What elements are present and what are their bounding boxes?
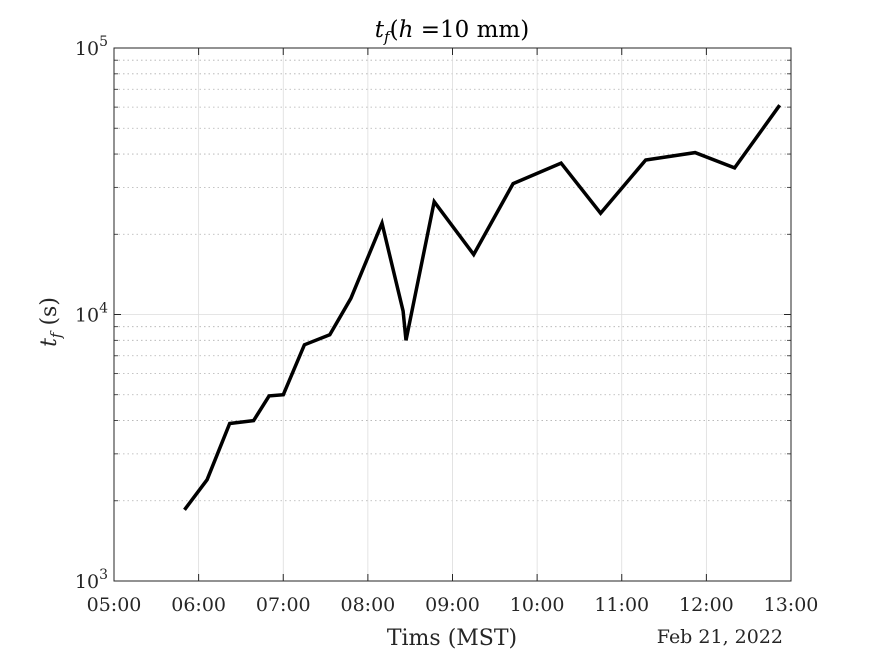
- series-line: [183, 104, 782, 511]
- series-layer: [183, 104, 782, 511]
- x-tick-label: 08:00: [340, 594, 395, 616]
- y-axis-label: tf (s): [37, 297, 65, 347]
- x-tick-labels: 05:00 06:00 07:00 08:00 09:00 10:00 11:00 12:00…: [87, 594, 819, 616]
- date-label: Feb 21, 2022: [657, 626, 783, 648]
- chart-title: tf(h =10 mm): [375, 17, 529, 46]
- x-tick-label: 11:00: [594, 594, 649, 616]
- x-tick-label: 10:00: [510, 594, 565, 616]
- x-tick-label: 12:00: [679, 594, 734, 616]
- x-tick-label: 06:00: [171, 594, 226, 616]
- y-tick-labels: 103 104 105: [75, 34, 108, 593]
- y-tick-label: 103: [75, 567, 108, 593]
- x-tick-label: 09:00: [425, 594, 480, 616]
- x-axis-label: Tims (MST): [387, 626, 517, 651]
- x-tick-label: 07:00: [256, 594, 311, 616]
- x-tick-label: 13:00: [764, 594, 819, 616]
- y-tick-label: 105: [75, 34, 108, 60]
- y-tick-label: 104: [75, 301, 108, 327]
- axis-ticks: [113, 47, 792, 582]
- x-tick-label: 05:00: [87, 594, 142, 616]
